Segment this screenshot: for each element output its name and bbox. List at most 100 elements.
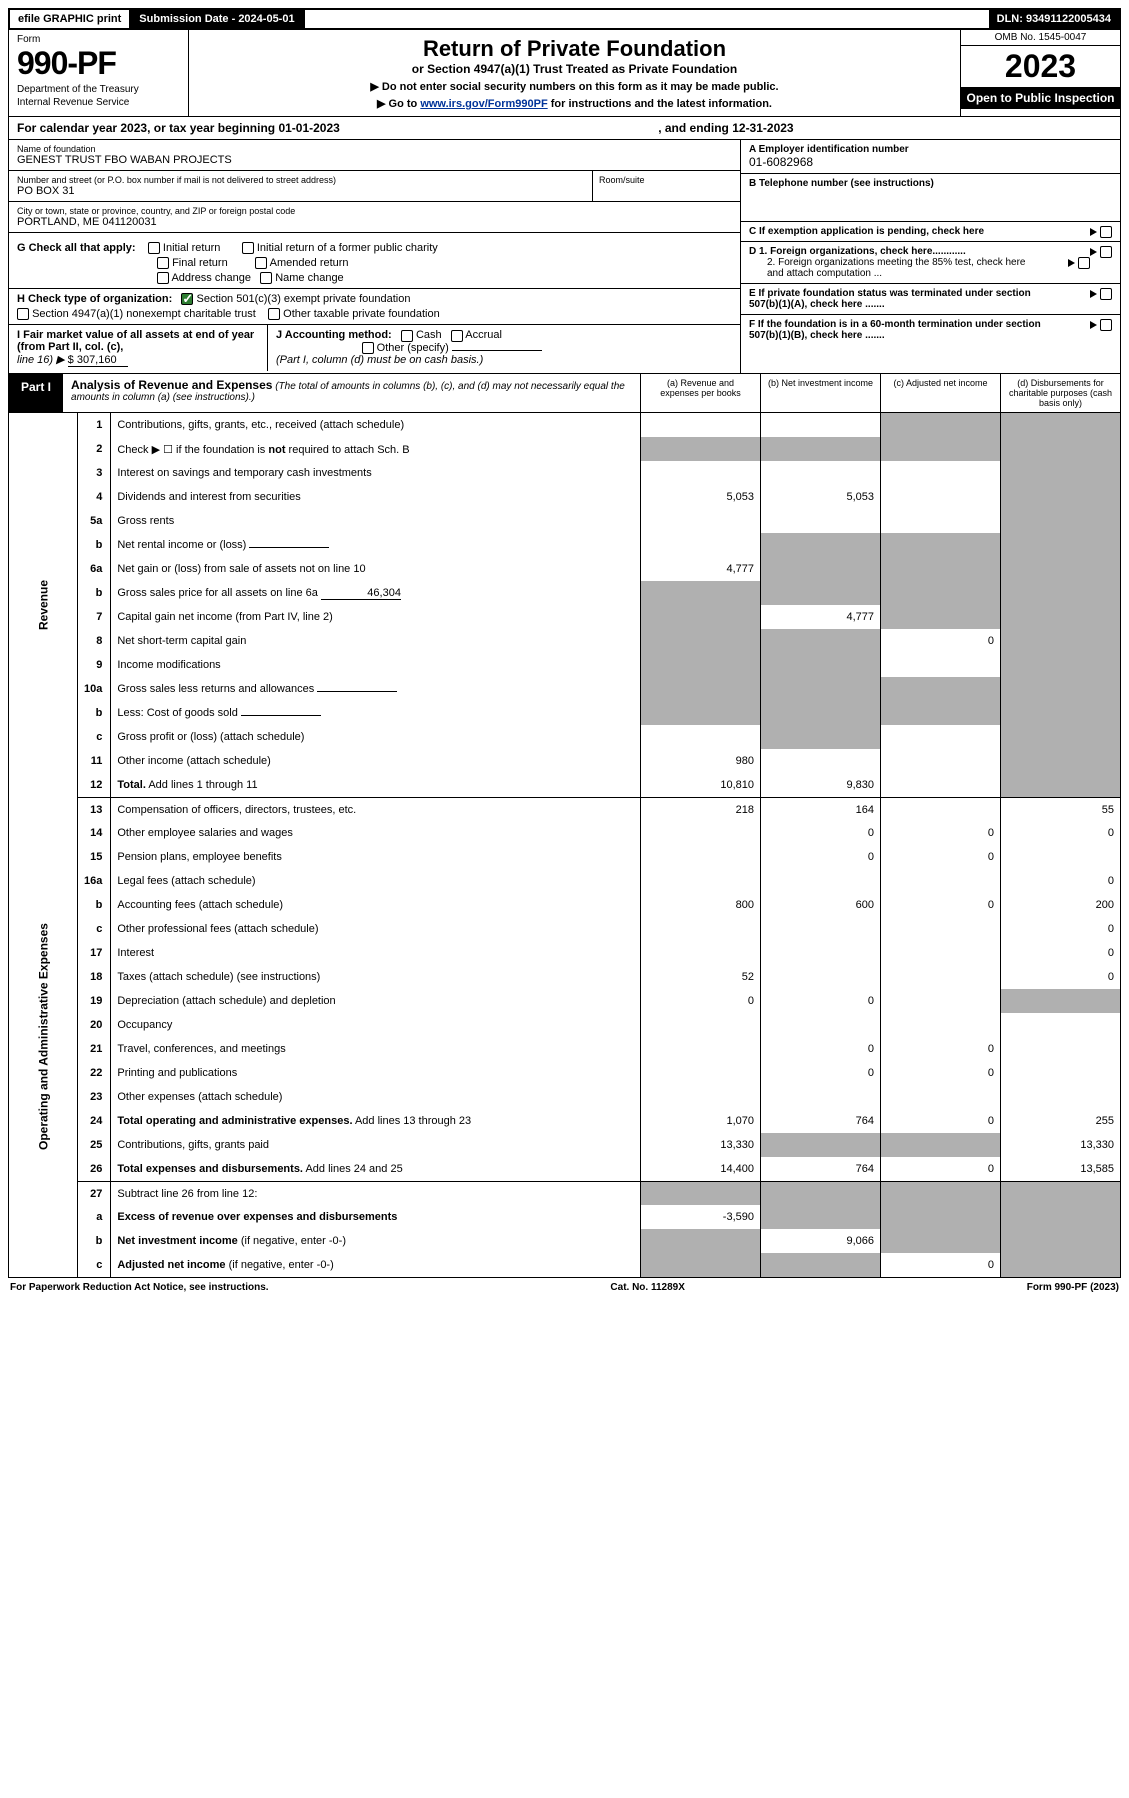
col-c-val (881, 437, 1001, 461)
col-c-val (881, 677, 1001, 701)
col-a-val: 14,400 (641, 1157, 761, 1181)
i-line: line 16) ▶ (17, 354, 65, 366)
row-desc: Interest (111, 941, 641, 965)
entity-info: Name of foundation GENEST TRUST FBO WABA… (8, 140, 1121, 374)
col-d-val (1001, 437, 1121, 461)
col-d-val (1001, 653, 1121, 677)
chk-other-taxable[interactable] (268, 308, 280, 320)
col-d-val (1001, 1205, 1121, 1229)
top-bar: efile GRAPHIC print Submission Date - 20… (8, 8, 1121, 30)
chk-name[interactable] (260, 272, 272, 284)
row-num: 18 (78, 965, 111, 989)
col-b-val (761, 749, 881, 773)
d2-label: 2. Foreign organizations meeting the 85%… (749, 257, 1029, 279)
col-d-val (1001, 629, 1121, 653)
address: PO BOX 31 (17, 185, 586, 197)
opt-amended: Amended return (270, 257, 349, 269)
col-b-val (761, 941, 881, 965)
chk-c[interactable] (1100, 226, 1112, 238)
col-d-val (1001, 1253, 1121, 1277)
col-c-val (881, 773, 1001, 797)
col-c-val (881, 1205, 1001, 1229)
col-d-val (1001, 533, 1121, 557)
col-d-val (1001, 1013, 1121, 1037)
col-d-val: 13,330 (1001, 1133, 1121, 1157)
col-c-val (881, 485, 1001, 509)
row-desc: Excess of revenue over expenses and disb… (111, 1205, 641, 1229)
row-desc: Capital gain net income (from Part IV, l… (111, 605, 641, 629)
col-d-val (1001, 1229, 1121, 1253)
col-a-val: 13,330 (641, 1133, 761, 1157)
row-desc: Other expenses (attach schedule) (111, 1085, 641, 1109)
form-label: Form (17, 34, 180, 45)
row-num: 27 (78, 1181, 111, 1205)
col-d-val (1001, 989, 1121, 1013)
city-state-zip: PORTLAND, ME 041120031 (17, 216, 732, 228)
col-b-val: 164 (761, 797, 881, 821)
chk-f[interactable] (1100, 319, 1112, 331)
row-desc: Total. Add lines 1 through 11 (111, 773, 641, 797)
efile-label[interactable]: efile GRAPHIC print (10, 10, 131, 28)
col-c-val: 0 (881, 1037, 1001, 1061)
chk-e[interactable] (1100, 288, 1112, 300)
col-b-val (761, 1013, 881, 1037)
col-a-val (641, 941, 761, 965)
chk-final[interactable] (157, 257, 169, 269)
row-desc: Other professional fees (attach schedule… (111, 917, 641, 941)
col-c-val (881, 1085, 1001, 1109)
row-desc: Depreciation (attach schedule) and deple… (111, 989, 641, 1013)
col-c-val (881, 1133, 1001, 1157)
chk-d1[interactable] (1100, 246, 1112, 258)
chk-501c3[interactable] (181, 293, 193, 305)
row-num: a (78, 1205, 111, 1229)
col-b-val: 764 (761, 1109, 881, 1133)
col-c-val (881, 749, 1001, 773)
col-c-val (881, 413, 1001, 437)
row-num: 9 (78, 653, 111, 677)
irs-link[interactable]: www.irs.gov/Form990PF (420, 98, 547, 110)
chk-cash[interactable] (401, 330, 413, 342)
col-d-val (1001, 485, 1121, 509)
chk-amended[interactable] (255, 257, 267, 269)
col-d-val (1001, 1061, 1121, 1085)
form-title: Return of Private Foundation (201, 36, 948, 62)
col-c-val (881, 533, 1001, 557)
chk-address[interactable] (157, 272, 169, 284)
col-d-val (1001, 701, 1121, 725)
col-d-val: 200 (1001, 893, 1121, 917)
row-num: 3 (78, 461, 111, 485)
h-label: H Check type of organization: (17, 293, 172, 305)
chk-4947[interactable] (17, 308, 29, 320)
col-d-val (1001, 845, 1121, 869)
col-a-val (641, 1037, 761, 1061)
cal-pre: For calendar year 2023, or tax year begi… (17, 121, 340, 135)
chk-other-method[interactable] (362, 342, 374, 354)
dept-line1: Department of the Treasury (17, 84, 180, 95)
col-d-val: 255 (1001, 1109, 1121, 1133)
row-desc: Net rental income or (loss) (111, 533, 641, 557)
opt-other-method: Other (specify) (377, 342, 449, 354)
chk-initial-former[interactable] (242, 242, 254, 254)
col-a-val (641, 1253, 761, 1277)
d1-label: D 1. Foreign organizations, check here..… (749, 246, 966, 257)
row-num: 10a (78, 677, 111, 701)
chk-initial[interactable] (148, 242, 160, 254)
col-a-val: 52 (641, 965, 761, 989)
col-d-val (1001, 677, 1121, 701)
dln: DLN: 93491122005434 (989, 10, 1119, 28)
row-num: 6a (78, 557, 111, 581)
revenue-label: Revenue (9, 413, 78, 797)
col-a-val (641, 845, 761, 869)
col-c-val (881, 605, 1001, 629)
row-desc: Dividends and interest from securities (111, 485, 641, 509)
col-b-val (761, 653, 881, 677)
col-d-val (1001, 581, 1121, 605)
col-a-val (641, 869, 761, 893)
col-d-val: 0 (1001, 869, 1121, 893)
opt-name: Name change (275, 272, 344, 284)
chk-d2[interactable] (1078, 257, 1090, 269)
row-num: 23 (78, 1085, 111, 1109)
chk-accrual[interactable] (451, 330, 463, 342)
row-desc: Occupancy (111, 1013, 641, 1037)
col-b-val (761, 1205, 881, 1229)
